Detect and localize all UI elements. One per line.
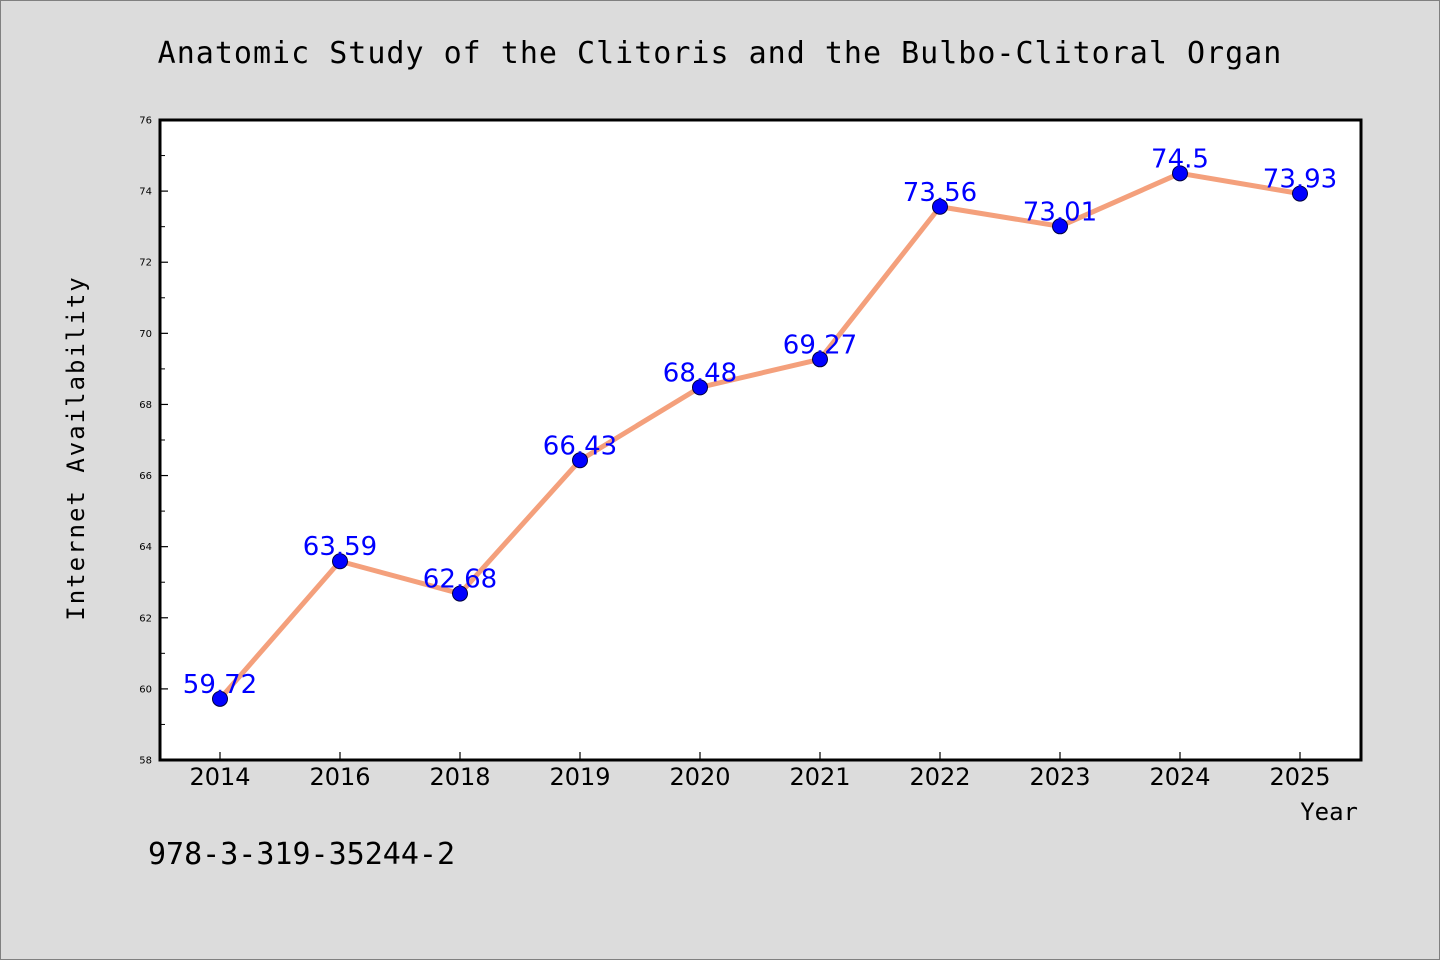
data-label: 66.43 — [543, 431, 617, 461]
data-labels: 59.72 63.59 62.68 66.43 68.48 69.27 73.56 73.01… — [183, 144, 1337, 700]
data-label: 63.59 — [303, 532, 377, 562]
x-tick-label: 2025 — [1269, 763, 1330, 791]
y-tick-label: 74 — [139, 187, 152, 198]
x-tick-label: 2022 — [909, 763, 970, 791]
x-axis-label: Year — [1300, 798, 1358, 826]
plot-area — [160, 120, 1361, 760]
x-tick-label: 2021 — [789, 763, 850, 791]
data-point — [1052, 218, 1068, 235]
x-tick-label: 2023 — [1029, 763, 1090, 791]
x-tick-label: 2019 — [549, 763, 610, 791]
y-tick-label: 70 — [139, 329, 152, 340]
y-tick-label: 68 — [139, 400, 152, 411]
data-label: 68.48 — [663, 358, 737, 388]
x-tick-label: 2024 — [1149, 763, 1210, 791]
data-label: 73.01 — [1023, 197, 1097, 227]
y-tick-label: 76 — [139, 116, 152, 127]
x-tick-label: 2014 — [189, 763, 250, 791]
data-point — [1292, 185, 1308, 202]
x-tick-label: 2020 — [669, 763, 730, 791]
y-tick-label: 66 — [139, 471, 152, 482]
data-label: 73.56 — [903, 178, 977, 208]
data-point — [452, 585, 468, 602]
chart-title: Anatomic Study of the Clitoris and the B… — [158, 36, 1283, 71]
data-point — [1172, 165, 1188, 182]
data-point — [212, 690, 228, 707]
data-point — [572, 452, 588, 469]
series-line — [218, 170, 1301, 701]
data-point — [692, 379, 708, 396]
plot-border — [158, 118, 1363, 762]
data-point — [932, 198, 948, 215]
x-axis-ticks: 2014 2016 2018 2019 2020 2021 2022 2023 2024 2025 — [189, 752, 1331, 791]
data-label: 59.72 — [183, 670, 257, 700]
data-point — [812, 351, 828, 368]
data-label: 73.93 — [1263, 165, 1337, 195]
y-tick-label: 62 — [139, 613, 152, 624]
y-tick-label: 60 — [139, 684, 152, 695]
x-tick-label: 2016 — [309, 763, 370, 791]
data-label: 74.5 — [1151, 144, 1209, 174]
x-tick-label: 2018 — [429, 763, 490, 791]
series-group — [212, 165, 1308, 707]
y-tick-label: 72 — [139, 258, 152, 269]
y-axis-label: Internet Availability — [62, 275, 90, 620]
data-label: 62.68 — [423, 565, 497, 595]
data-point — [332, 553, 348, 570]
y-tick-label: 64 — [139, 542, 152, 553]
isbn-text: 978-3-319-35244-2 — [148, 837, 455, 872]
data-label: 69.27 — [783, 330, 857, 360]
y-tick-label: 58 — [139, 756, 152, 767]
